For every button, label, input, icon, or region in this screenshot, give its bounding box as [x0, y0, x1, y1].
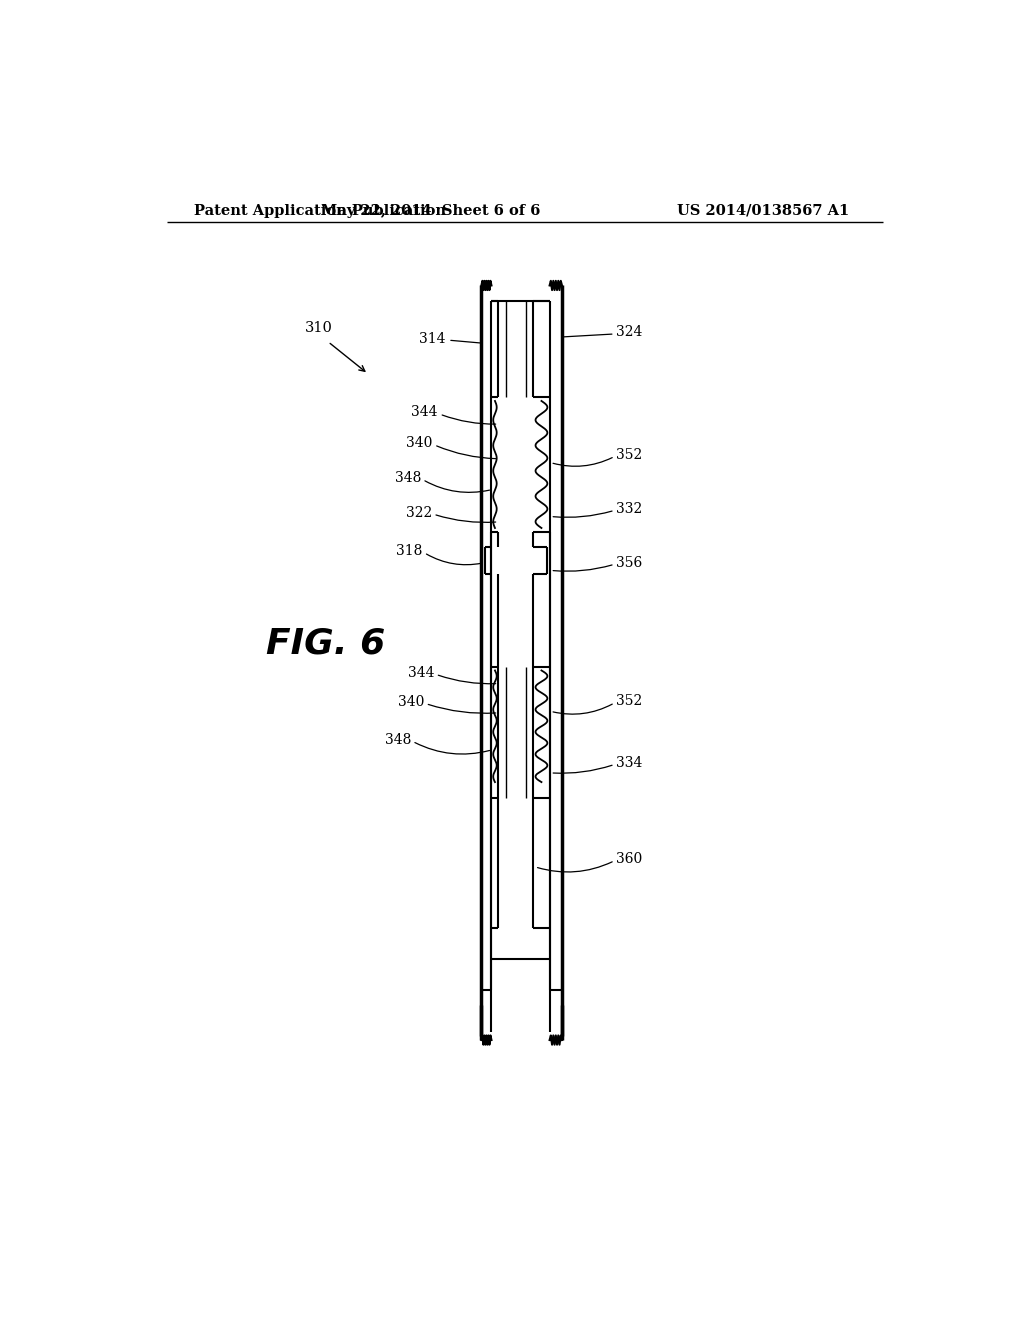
Text: Patent Application Publication: Patent Application Publication — [194, 203, 445, 218]
Text: FIG. 6: FIG. 6 — [266, 627, 385, 660]
Text: 314: 314 — [419, 331, 445, 346]
Text: 344: 344 — [412, 405, 438, 420]
Text: May 22, 2014  Sheet 6 of 6: May 22, 2014 Sheet 6 of 6 — [321, 203, 540, 218]
Text: US 2014/0138567 A1: US 2014/0138567 A1 — [677, 203, 850, 218]
Text: 318: 318 — [396, 544, 423, 558]
Text: 348: 348 — [384, 733, 411, 747]
Text: 352: 352 — [616, 694, 642, 709]
Text: 310: 310 — [305, 321, 333, 335]
Text: 340: 340 — [407, 437, 432, 450]
Text: 360: 360 — [616, 853, 642, 866]
Text: 340: 340 — [397, 696, 424, 709]
Text: 322: 322 — [406, 506, 432, 520]
Text: 356: 356 — [616, 556, 642, 570]
Text: 334: 334 — [616, 756, 643, 770]
Text: 352: 352 — [616, 447, 642, 462]
Text: 324: 324 — [616, 326, 643, 339]
Text: 332: 332 — [616, 502, 642, 516]
Text: 348: 348 — [394, 471, 421, 484]
Text: 344: 344 — [408, 665, 434, 680]
